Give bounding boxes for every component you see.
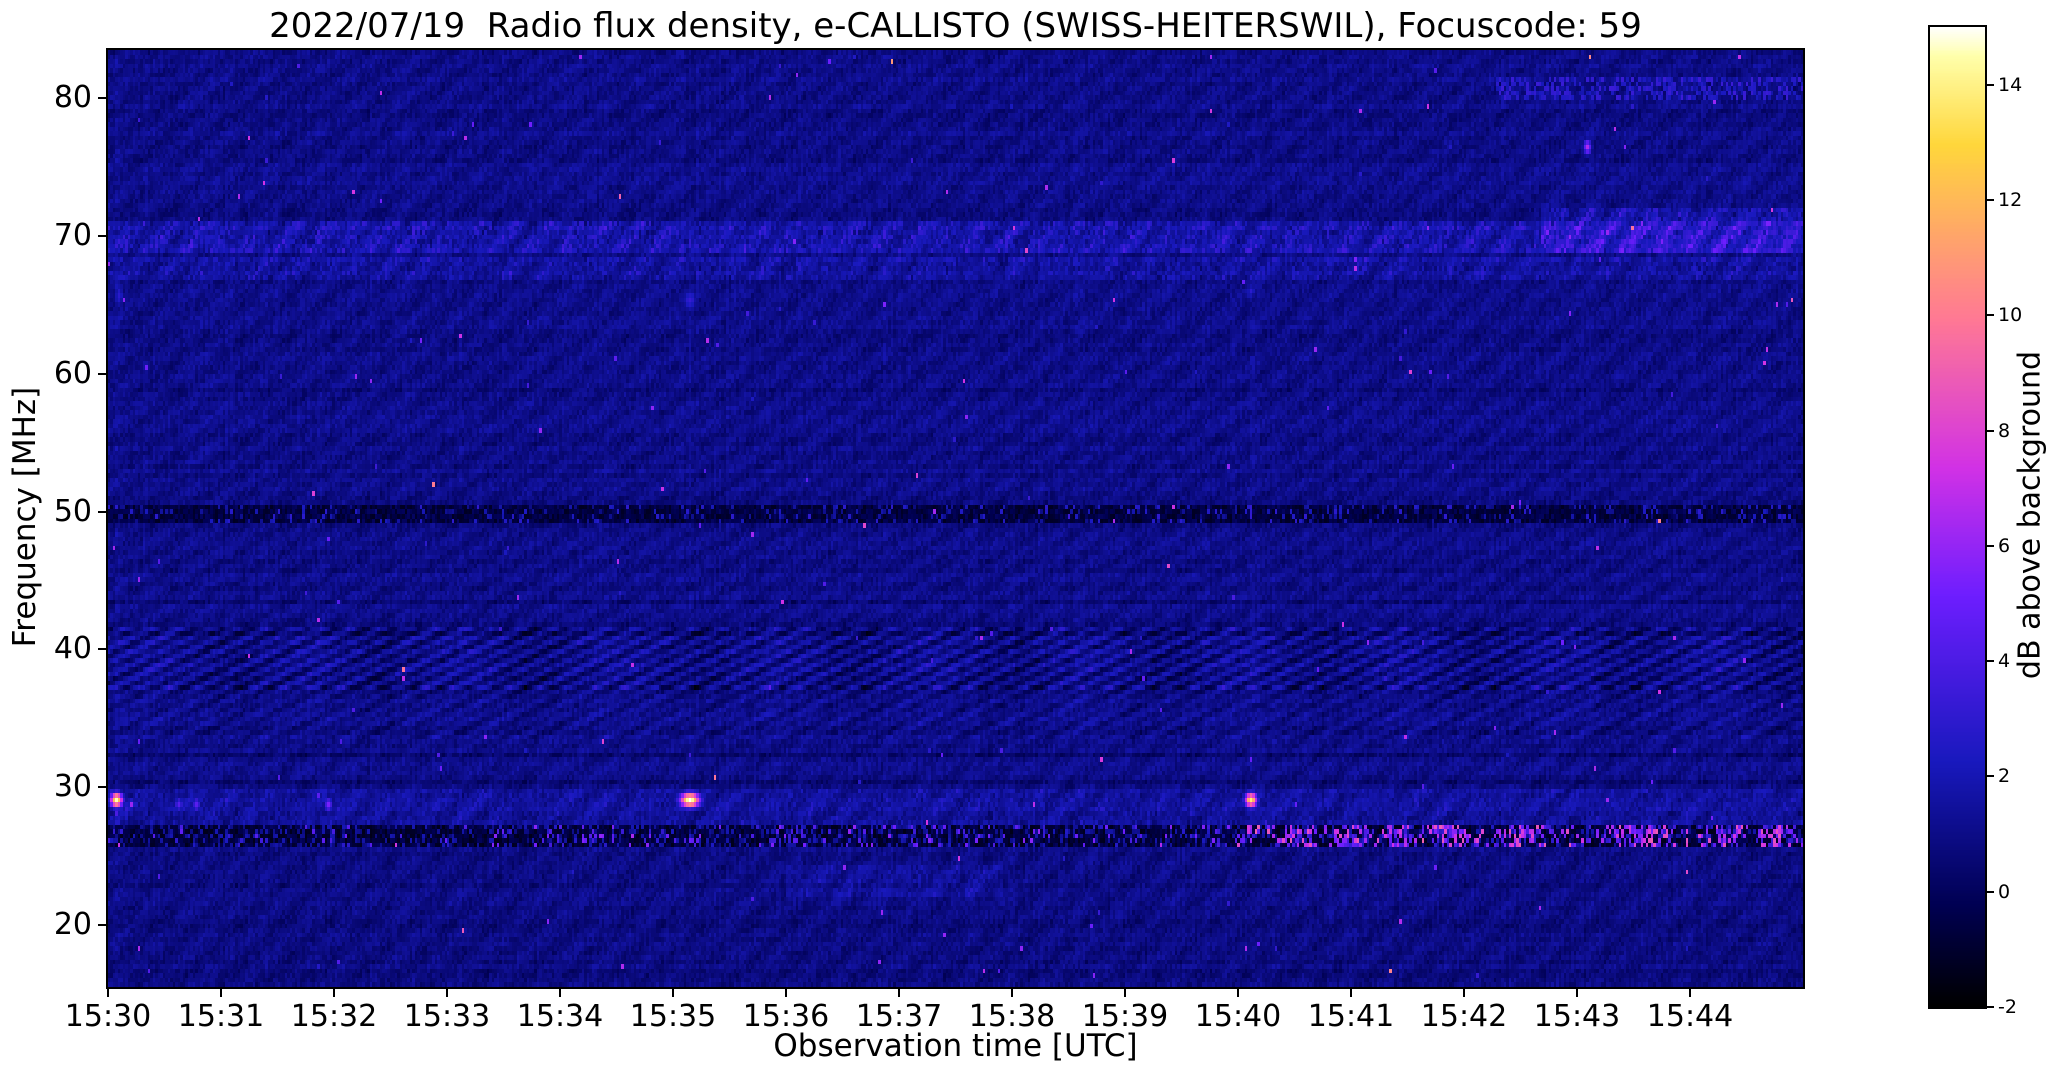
y-tick-label: 30 xyxy=(53,769,92,805)
colorbar-tick-label: 12 xyxy=(1998,188,2023,211)
x-tick-mark xyxy=(1350,989,1352,997)
x-tick-mark xyxy=(785,989,787,997)
x-tick-label: 15:42 xyxy=(1420,999,1508,1034)
y-tick-label: 20 xyxy=(53,906,92,942)
x-tick-mark xyxy=(1124,989,1126,997)
x-tick-mark xyxy=(1011,989,1013,997)
x-tick-mark xyxy=(1689,989,1691,997)
x-tick-mark xyxy=(333,989,335,997)
x-tick-mark xyxy=(1237,989,1239,997)
y-tick-mark xyxy=(98,648,106,651)
colorbar-tick-mark xyxy=(1987,660,1994,663)
y-tick-mark xyxy=(98,372,106,375)
x-tick-label: 15:37 xyxy=(855,999,943,1034)
y-tick-mark xyxy=(98,97,106,100)
x-tick-mark xyxy=(220,989,222,997)
colorbar-tick-mark xyxy=(1987,544,1994,547)
x-tick-label: 15:39 xyxy=(1081,999,1169,1034)
colorbar-tick-label: 2 xyxy=(1998,765,2011,788)
x-tick-mark xyxy=(446,989,448,997)
x-tick-label: 15:32 xyxy=(290,999,378,1034)
y-tick-label: 60 xyxy=(53,355,92,391)
colorbar-tick-mark xyxy=(1987,775,1994,778)
colorbar-tick-label: 0 xyxy=(1998,880,2011,903)
colorbar-tick-mark xyxy=(1987,83,1994,86)
y-tick-mark xyxy=(98,923,106,926)
colorbar-tick-label: -2 xyxy=(1998,996,2017,1018)
plot-area xyxy=(106,48,1805,989)
x-tick-mark xyxy=(1576,989,1578,997)
colorbar-tick-mark xyxy=(1987,1006,1994,1008)
x-axis-label: Observation time [UTC] xyxy=(773,1028,1138,1064)
x-tick-mark xyxy=(107,989,109,997)
x-tick-label: 15:31 xyxy=(177,999,265,1034)
colorbar-tick-mark xyxy=(1987,429,1994,432)
x-tick-mark xyxy=(672,989,674,997)
x-tick-label: 15:38 xyxy=(968,999,1056,1034)
colorbar-tick-mark xyxy=(1987,198,1994,201)
x-tick-label: 15:34 xyxy=(516,999,604,1034)
colorbar-tick-label: 6 xyxy=(1998,534,2011,557)
x-tick-label: 15:43 xyxy=(1533,999,1621,1034)
x-tick-mark xyxy=(559,989,561,997)
y-tick-label: 70 xyxy=(53,218,92,254)
colorbar-gradient xyxy=(1930,27,1985,1007)
colorbar-tick-label: 14 xyxy=(1998,73,2023,96)
colorbar-tick-label: 8 xyxy=(1998,419,2011,442)
chart-title: 2022/07/19 Radio flux density, e-CALLIST… xyxy=(269,6,1642,46)
colorbar-tick-label: 4 xyxy=(1998,650,2011,673)
y-tick-mark xyxy=(98,786,106,789)
colorbar xyxy=(1928,25,1987,1009)
x-tick-label: 15:30 xyxy=(64,999,152,1034)
x-tick-label: 15:33 xyxy=(403,999,491,1034)
x-tick-mark xyxy=(1463,989,1465,997)
y-tick-label: 80 xyxy=(53,80,92,116)
colorbar-tick-mark xyxy=(1987,890,1994,893)
y-tick-label: 50 xyxy=(53,493,92,529)
y-tick-label: 40 xyxy=(53,631,92,667)
y-tick-mark xyxy=(98,235,106,238)
x-tick-label: 15:44 xyxy=(1646,999,1734,1034)
colorbar-label: dB above background xyxy=(2012,350,2047,680)
spectrogram-heatmap xyxy=(108,50,1803,987)
x-tick-mark xyxy=(898,989,900,997)
colorbar-tick-label: 10 xyxy=(1998,304,2023,327)
x-tick-label: 15:41 xyxy=(1307,999,1395,1034)
x-tick-label: 15:40 xyxy=(1194,999,1282,1034)
colorbar-tick-mark xyxy=(1987,314,1994,317)
y-tick-mark xyxy=(98,510,106,513)
x-tick-label: 15:35 xyxy=(629,999,717,1034)
x-tick-label: 15:36 xyxy=(742,999,830,1034)
